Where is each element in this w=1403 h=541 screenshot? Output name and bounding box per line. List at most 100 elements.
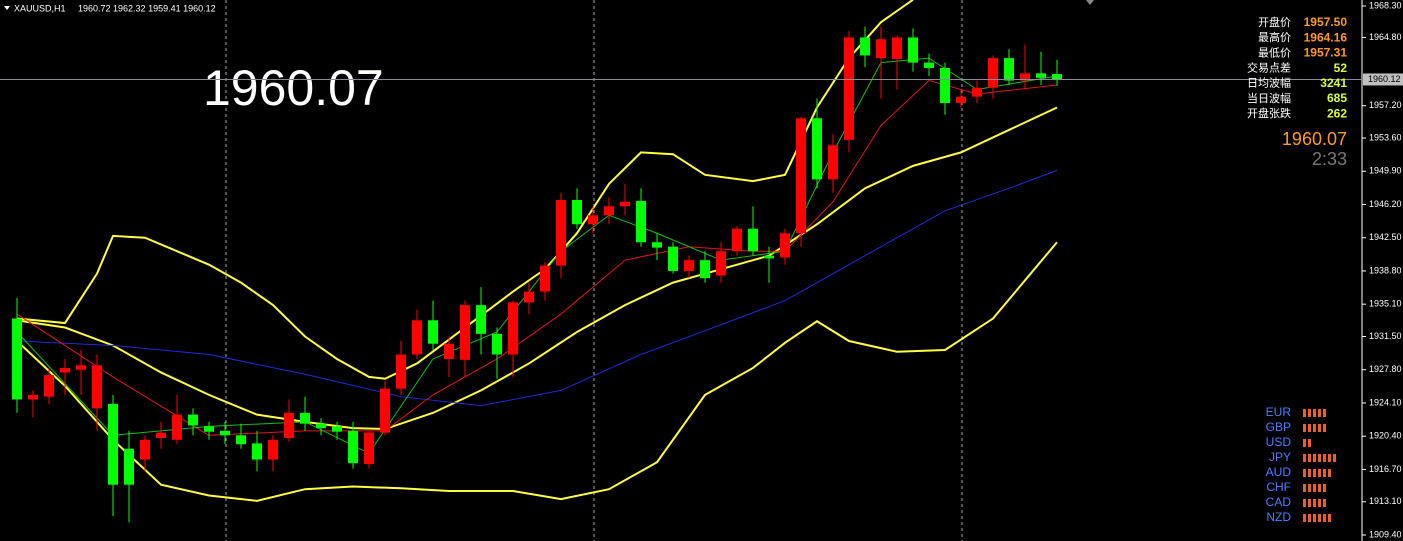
- candle-body: [460, 305, 470, 360]
- candle-body: [572, 199, 582, 225]
- info-value: 1957.31: [1304, 46, 1348, 60]
- currency-name: CAD: [1266, 495, 1292, 509]
- y-tick-label: 1953.60: [1369, 132, 1402, 142]
- info-label: 当日波幅: [1247, 91, 1291, 105]
- candle-body: [876, 39, 886, 59]
- indicator-line: [16, 79, 1058, 436]
- candle-body: [796, 118, 806, 234]
- bar-timer: 2:33: [1312, 149, 1347, 169]
- shift-marker: [1086, 0, 1094, 5]
- indicator-line: [16, 0, 914, 380]
- candle-body: [156, 432, 166, 439]
- candle-body: [76, 365, 86, 370]
- candle-body: [684, 260, 694, 271]
- candle-body: [540, 265, 550, 292]
- currency-name: AUD: [1266, 465, 1292, 479]
- y-tick-label: 1964.80: [1369, 32, 1402, 42]
- y-tick-label: 1949.90: [1369, 166, 1402, 176]
- indicator-line: [16, 241, 1058, 502]
- candle-body: [92, 365, 102, 409]
- candle-body: [604, 206, 614, 216]
- candle-body: [396, 354, 406, 389]
- info-label: 开盘价: [1258, 15, 1291, 29]
- candle-body: [956, 96, 966, 103]
- candle-body: [636, 200, 646, 243]
- candle-body: [364, 432, 374, 465]
- currency-name: JPY: [1269, 450, 1291, 464]
- currency-name: NZD: [1266, 510, 1291, 524]
- info-value: 3241: [1320, 76, 1347, 90]
- candle-body: [860, 37, 870, 56]
- indicator-line: [16, 169, 1058, 407]
- candle-body: [1052, 74, 1062, 80]
- candle-body: [492, 333, 502, 355]
- y-tick-label: 1924.10: [1369, 397, 1402, 407]
- candle-body: [828, 145, 838, 180]
- candle-body: [108, 403, 118, 485]
- candle-body: [332, 426, 342, 432]
- candle-body: [844, 37, 854, 140]
- currency-name: GBP: [1266, 420, 1291, 434]
- info-label: 最高价: [1258, 30, 1291, 44]
- candle-body: [988, 58, 998, 88]
- info-label: 开盘张跌: [1247, 106, 1291, 120]
- candle-body: [268, 439, 278, 460]
- candle-body: [652, 242, 662, 248]
- candle-body: [204, 426, 214, 432]
- y-tick-label: 1957.20: [1369, 100, 1402, 110]
- candle-body: [300, 412, 310, 424]
- candle-body: [428, 320, 438, 344]
- candle-body: [732, 228, 742, 252]
- candle-body: [220, 430, 230, 436]
- candle-body: [476, 305, 486, 334]
- indicator-line: [16, 106, 1058, 431]
- current-price-label: 1960.12: [1368, 74, 1401, 84]
- candle-body: [508, 302, 518, 355]
- candle-body: [940, 67, 950, 103]
- candle-body: [716, 251, 726, 276]
- candle-body: [28, 394, 38, 400]
- candle-body: [124, 448, 134, 485]
- candle-body: [892, 37, 902, 59]
- current-price-box: [1363, 73, 1403, 86]
- y-tick-label: 1968.30: [1369, 0, 1402, 10]
- candle-body: [764, 255, 774, 259]
- candle-body: [380, 388, 390, 433]
- candle-body: [284, 412, 294, 439]
- candle-body: [44, 375, 54, 397]
- info-value: 1964.16: [1304, 30, 1348, 44]
- candle-body: [60, 367, 70, 373]
- y-tick-label: 1931.50: [1369, 331, 1402, 341]
- currency-name: USD: [1266, 435, 1292, 449]
- candle-body: [812, 118, 822, 180]
- symbol-title: XAUUSD,H1: [14, 3, 66, 13]
- candle-body: [1004, 58, 1014, 81]
- candle-body: [348, 430, 358, 464]
- big-price: 1960.07: [203, 60, 384, 116]
- candle-body: [700, 260, 710, 279]
- candle-body: [252, 443, 262, 460]
- currency-name: CHF: [1266, 480, 1291, 494]
- info-label: 日均波幅: [1247, 77, 1291, 90]
- menu-arrow[interactable]: [4, 6, 10, 10]
- y-tick-label: 1913.10: [1369, 496, 1402, 506]
- info-label: 交易点差: [1247, 61, 1291, 75]
- y-tick-label: 1942.50: [1369, 232, 1402, 242]
- candle-body: [556, 199, 566, 266]
- candle-body: [620, 201, 630, 207]
- ohlc-text: 1960.72 1962.32 1959.41 1960.12: [78, 3, 216, 13]
- candle-body: [1020, 73, 1030, 81]
- candle-body: [1036, 73, 1046, 78]
- y-tick-label: 1938.80: [1369, 265, 1402, 275]
- panel-price: 1960.07: [1282, 129, 1347, 149]
- info-value: 1957.50: [1304, 15, 1348, 29]
- candle-body: [748, 228, 758, 252]
- info-value: 262: [1327, 106, 1347, 120]
- candle-body: [524, 291, 534, 303]
- y-tick-label: 1916.70: [1369, 464, 1402, 474]
- candle-body: [188, 414, 198, 426]
- candle-body: [236, 435, 246, 445]
- candle-body: [412, 320, 422, 355]
- y-tick-label: 1909.40: [1369, 529, 1402, 539]
